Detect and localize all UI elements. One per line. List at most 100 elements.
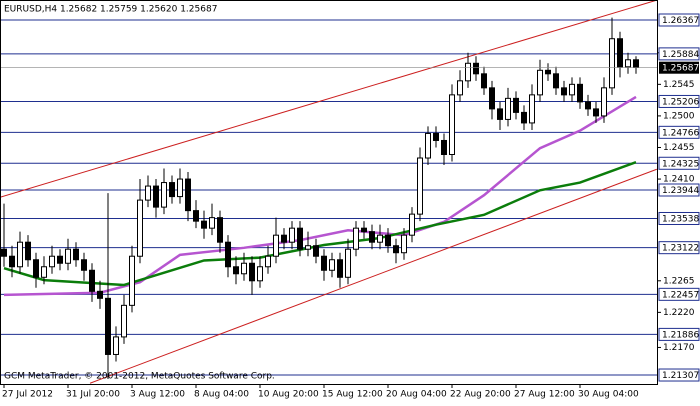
current-price-label: 1.25687	[662, 64, 699, 74]
candle-body	[113, 336, 119, 355]
footer: GCM MetaTrader, © 2001-2012, MetaQuotes …	[4, 372, 275, 382]
candle-body	[193, 210, 199, 222]
x-tick-label: 30 Aug 04:00	[578, 390, 639, 400]
level-label-box	[658, 183, 700, 197]
candle-body	[17, 241, 23, 268]
candle-body	[105, 297, 111, 355]
candle-body	[217, 217, 223, 243]
moving-average	[3, 95, 637, 297]
level-label: 1.24325	[662, 159, 699, 169]
candle-body	[33, 259, 39, 278]
candle-body	[457, 80, 463, 96]
candle-body	[121, 304, 127, 338]
x-tick-label: 27 Jul 2012	[2, 390, 53, 400]
x-tick-label: 22 Aug 20:00	[450, 390, 511, 400]
candle-body	[601, 87, 607, 117]
candle-body	[441, 139, 447, 155]
level-label-box	[658, 47, 700, 61]
candle-body	[209, 217, 215, 229]
candle-body	[169, 182, 175, 198]
candle-body	[289, 227, 295, 243]
candle-body	[417, 157, 423, 215]
level-label: 1.23122	[662, 244, 699, 254]
candle-body	[553, 73, 559, 89]
candle-body	[321, 255, 327, 271]
candle-body	[81, 259, 87, 271]
plot-border	[0, 0, 658, 385]
candle-body	[513, 97, 519, 113]
candle-body	[41, 266, 47, 278]
current-price-box	[659, 61, 699, 74]
candle-body	[153, 185, 159, 208]
level-label: 1.21886	[662, 330, 699, 340]
y-tick-label: 1.2410	[663, 175, 695, 185]
y-tick-label: 1.2455	[663, 143, 695, 153]
candle-body	[305, 245, 311, 250]
candle-body	[425, 132, 431, 159]
plot	[0, 0, 657, 384]
candle-body	[473, 62, 479, 75]
y-tick-label: 1.2265	[663, 276, 695, 286]
level-label-box	[658, 94, 700, 108]
level-label-box	[658, 156, 700, 170]
x-tick-label: 15 Aug 12:00	[322, 390, 383, 400]
level-label-box	[658, 241, 700, 255]
candle-body	[49, 255, 55, 268]
candle-body	[345, 248, 351, 278]
candle-body	[281, 234, 287, 243]
level-label-box	[658, 327, 700, 341]
level-label-box	[658, 368, 700, 382]
candle-body	[593, 108, 599, 117]
y-tick-label: 1.2500	[663, 111, 695, 121]
chart-title: EURUSD,H4 1.25682 1.25759 1.25620 1.2568…	[4, 5, 217, 15]
candle-body	[521, 111, 527, 124]
candle-body	[465, 62, 471, 82]
candle-body	[257, 266, 263, 282]
level-label: 1.25206	[662, 97, 699, 107]
candle-body	[65, 248, 71, 264]
level-label-box	[658, 287, 700, 301]
candle-body	[313, 245, 319, 257]
candle-body	[409, 213, 415, 236]
level-label: 1.26367	[662, 16, 699, 26]
candle-body	[297, 227, 303, 250]
level-label: 1.23944	[662, 186, 699, 196]
candle-body	[385, 234, 391, 247]
candle-body	[137, 199, 143, 257]
candle-body	[577, 83, 583, 103]
candle-body	[97, 290, 103, 299]
x-tick-label: 3 Aug 12:00	[130, 390, 185, 400]
candle-body	[449, 94, 455, 155]
candle-body	[57, 255, 63, 264]
level-label-box	[658, 125, 700, 139]
candle-body	[177, 178, 183, 198]
candle-body	[393, 245, 399, 254]
x-tick-label: 27 Aug 12:00	[514, 390, 575, 400]
candle-body	[489, 87, 495, 110]
y-tick-label: 1.2170	[663, 343, 695, 353]
candle-body	[433, 132, 439, 141]
level-label: 1.24766	[662, 128, 699, 138]
candle-body	[337, 259, 343, 278]
x-tick-label: 10 Aug 20:00	[258, 390, 319, 400]
level-label: 1.21307	[662, 371, 699, 381]
candle-body	[233, 266, 239, 275]
candle-body	[585, 101, 591, 110]
candle-body	[497, 108, 503, 120]
level-label: 1.25884	[662, 50, 699, 60]
level-label: 1.22457	[662, 290, 699, 300]
candle-body	[361, 227, 367, 233]
candle-body	[273, 234, 279, 257]
candle-body	[609, 38, 615, 89]
candle-body	[377, 234, 383, 243]
level-label-box	[658, 211, 700, 225]
candle-body	[505, 97, 511, 120]
candle-body	[633, 59, 639, 68]
candle-body	[1, 248, 7, 257]
candle-body	[369, 231, 375, 243]
level-label-box	[658, 13, 700, 27]
candle-body	[569, 83, 575, 96]
candle-body	[25, 241, 31, 261]
